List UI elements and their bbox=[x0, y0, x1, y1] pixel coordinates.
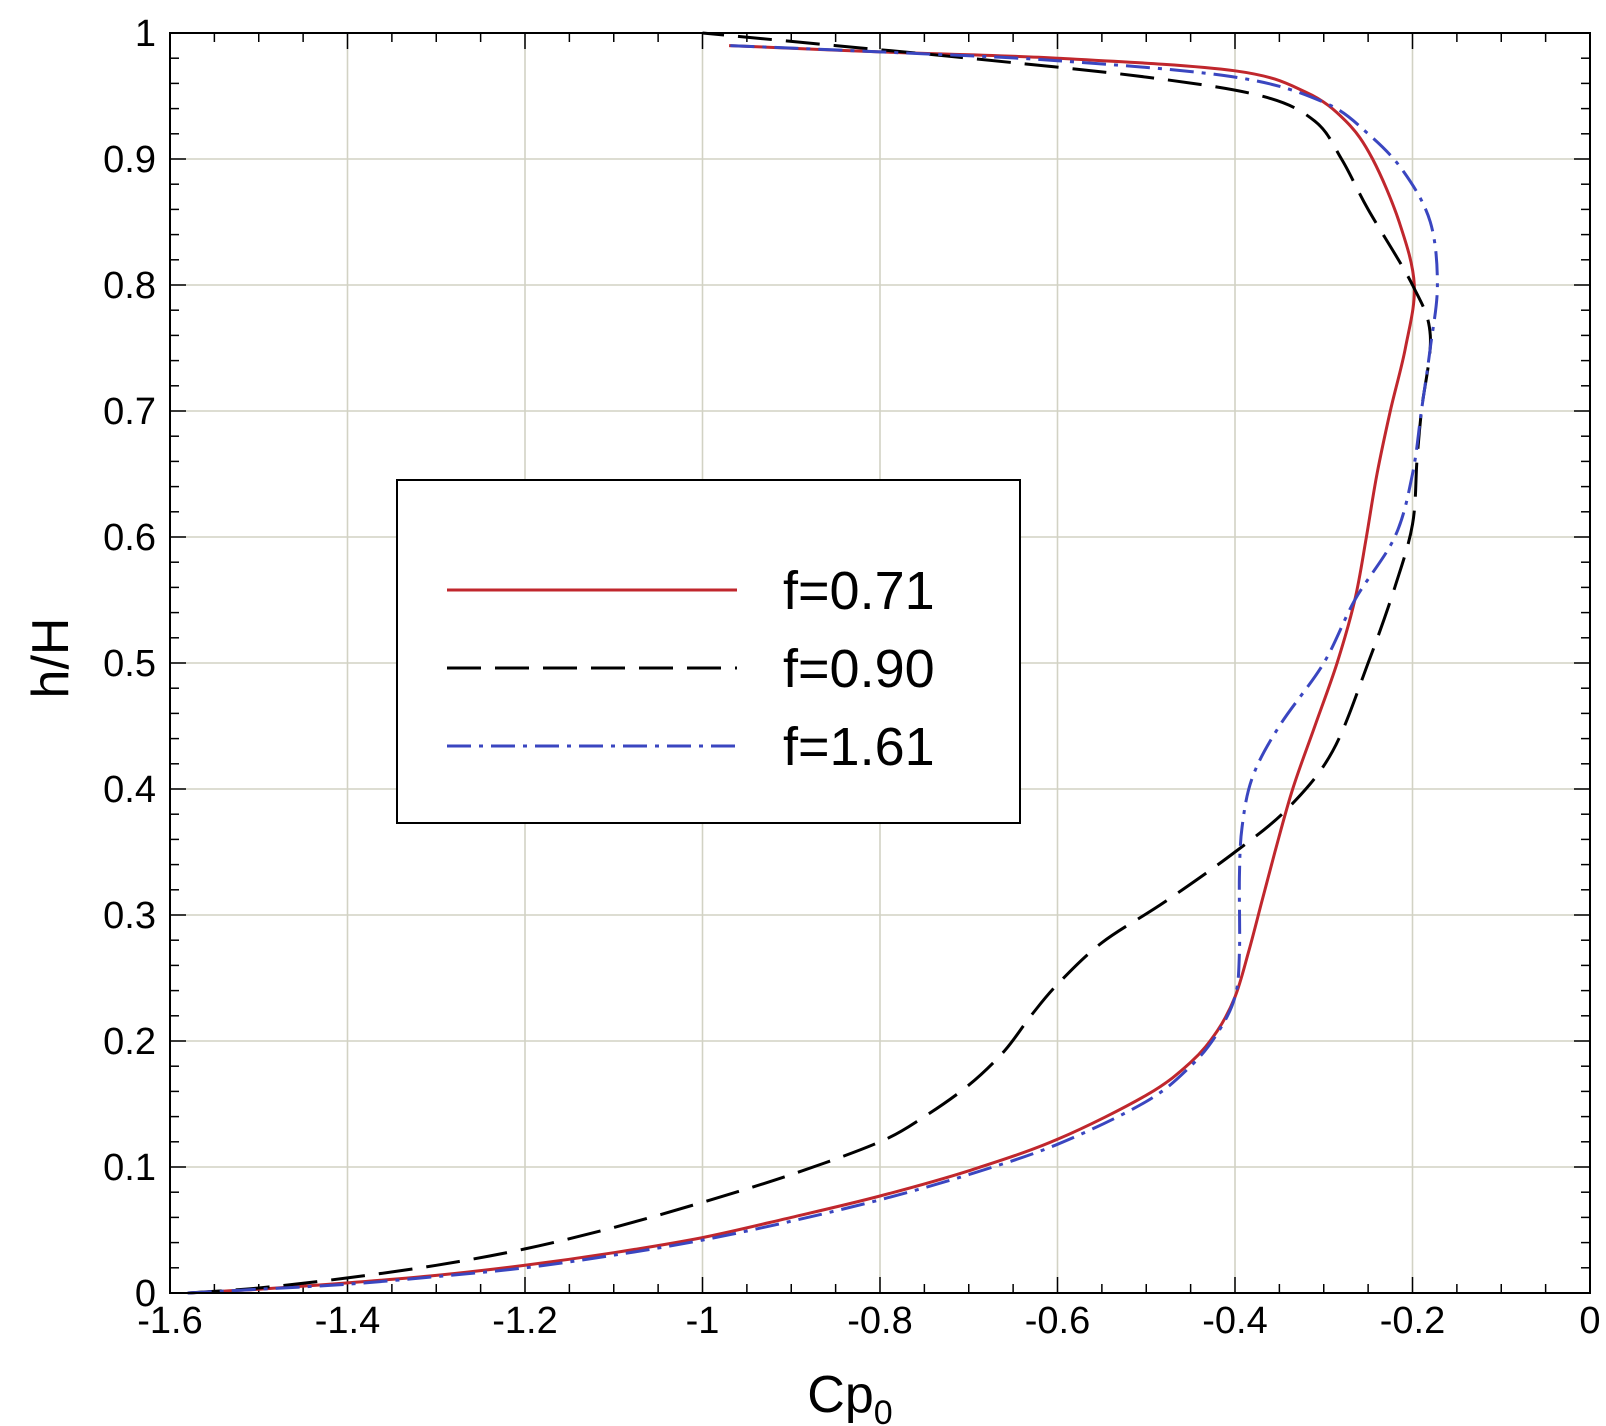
x-axis-title-main: Cp bbox=[807, 1366, 873, 1424]
series-line-3 bbox=[187, 44, 1439, 1295]
minor-ticks bbox=[169, 32, 1591, 1294]
x-tick-label: -0.6 bbox=[1025, 1300, 1090, 1342]
x-tick-labels: -1.6 -1.4 -1.2 -1 -0.8 -0.6 -0.4 -0.2 0 bbox=[137, 1300, 1600, 1342]
x-tick-label: -1.6 bbox=[137, 1300, 202, 1342]
legend-label-1: f=0.71 bbox=[783, 561, 935, 621]
legend: f=0.71 f=0.90 f=1.61 bbox=[396, 479, 1021, 824]
y-tick-label: 0.3 bbox=[103, 895, 156, 937]
y-tick-label: 0 bbox=[135, 1273, 156, 1315]
y-axis-title: h/H bbox=[22, 618, 80, 699]
y-tick-label: 0.6 bbox=[103, 517, 156, 559]
x-tick-label: -0.4 bbox=[1202, 1300, 1267, 1342]
series-line-1 bbox=[187, 44, 1416, 1295]
y-tick-label: 1 bbox=[135, 13, 156, 55]
legend-label-3: f=1.61 bbox=[783, 717, 935, 777]
y-tick-label: 0.1 bbox=[103, 1147, 156, 1189]
x-tick-label: -1.2 bbox=[492, 1300, 557, 1342]
legend-label-2: f=0.90 bbox=[783, 639, 935, 699]
legend-entries: f=0.71 f=0.90 f=1.61 bbox=[447, 561, 935, 777]
x-axis-title-subscript: 0 bbox=[874, 1394, 893, 1426]
y-tick-label: 0.2 bbox=[103, 1021, 156, 1063]
x-tick-label: -1.4 bbox=[315, 1300, 380, 1342]
y-tick-label: 0.8 bbox=[103, 265, 156, 307]
y-tick-label: 0.5 bbox=[103, 643, 156, 685]
x-tick-label: -1 bbox=[686, 1300, 720, 1342]
series-line-2 bbox=[187, 31, 1432, 1295]
y-tick-label: 0.9 bbox=[103, 139, 156, 181]
series-lines bbox=[187, 31, 1439, 1295]
x-tick-label: -0.2 bbox=[1380, 1300, 1445, 1342]
y-tick-label: 0.4 bbox=[103, 769, 156, 811]
x-tick-label: -0.8 bbox=[847, 1300, 912, 1342]
legend-box bbox=[396, 479, 1021, 824]
y-tick-labels: 0 0.1 0.2 0.3 0.4 0.5 0.6 0.7 0.8 0.9 1 bbox=[103, 13, 156, 1315]
x-axis-title: Cp0 bbox=[807, 1366, 892, 1426]
x-tick-label: 0 bbox=[1579, 1300, 1600, 1342]
y-tick-label: 0.7 bbox=[103, 391, 156, 433]
plot-frame bbox=[169, 32, 1591, 1294]
